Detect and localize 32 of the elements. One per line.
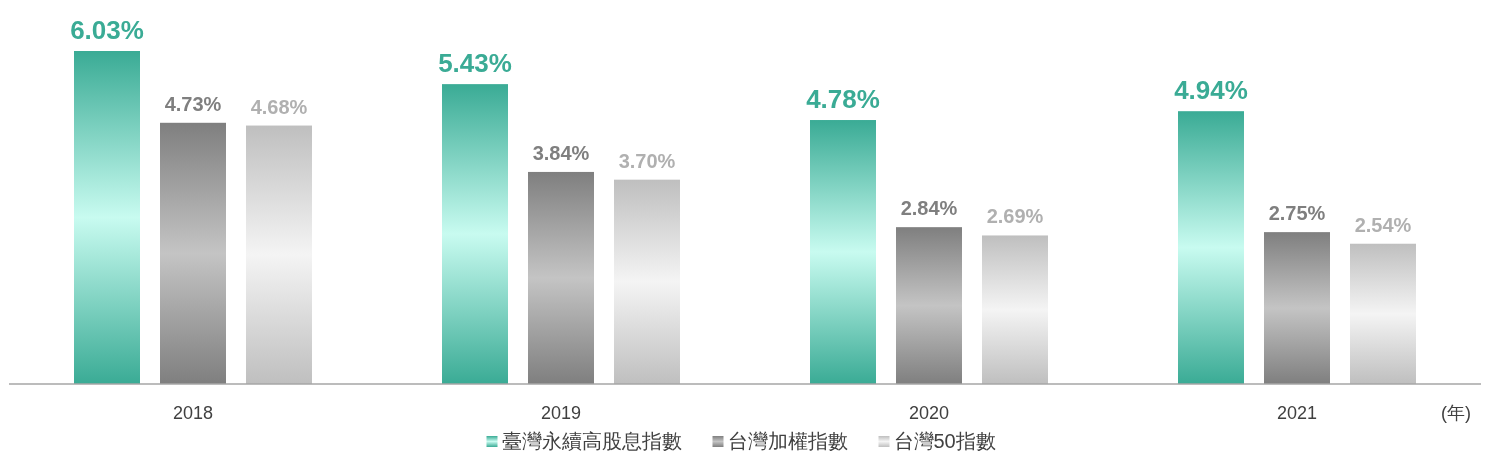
bar	[614, 179, 680, 384]
data-label: 4.94%	[1174, 75, 1248, 106]
legend-label: 臺灣永續高股息指數	[501, 430, 682, 452]
data-label: 4.73%	[164, 92, 222, 115]
bar	[810, 120, 876, 384]
data-label: 2.84%	[900, 197, 958, 220]
data-label: 3.84%	[532, 141, 590, 164]
data-label: 2.54%	[1354, 213, 1412, 236]
bar	[896, 227, 962, 384]
legend-label: 台灣50指數	[893, 430, 996, 452]
bar	[442, 84, 508, 384]
data-label: 2.69%	[986, 205, 1044, 228]
bar	[246, 125, 312, 384]
x-tick-label: 2020	[908, 403, 950, 423]
bar	[982, 235, 1048, 384]
bar	[528, 171, 594, 384]
data-label: 3.70%	[618, 149, 676, 172]
data-label: 2.75%	[1268, 202, 1326, 225]
bar	[1350, 243, 1416, 384]
x-axis-title: (年)	[1441, 403, 1471, 423]
x-tick-label: 2021	[1276, 403, 1318, 423]
data-label: 4.78%	[806, 84, 880, 115]
data-label: 4.68%	[250, 95, 308, 118]
data-label: 6.03%	[70, 15, 144, 45]
bar	[160, 122, 226, 384]
bar	[74, 51, 140, 384]
x-tick-label: 2019	[540, 403, 582, 423]
bar	[1264, 232, 1330, 384]
x-tick-label: 2018	[172, 403, 214, 423]
data-label: 5.43%	[438, 48, 512, 79]
legend-label: 台灣加權指數	[727, 430, 848, 452]
bar	[1178, 111, 1244, 384]
